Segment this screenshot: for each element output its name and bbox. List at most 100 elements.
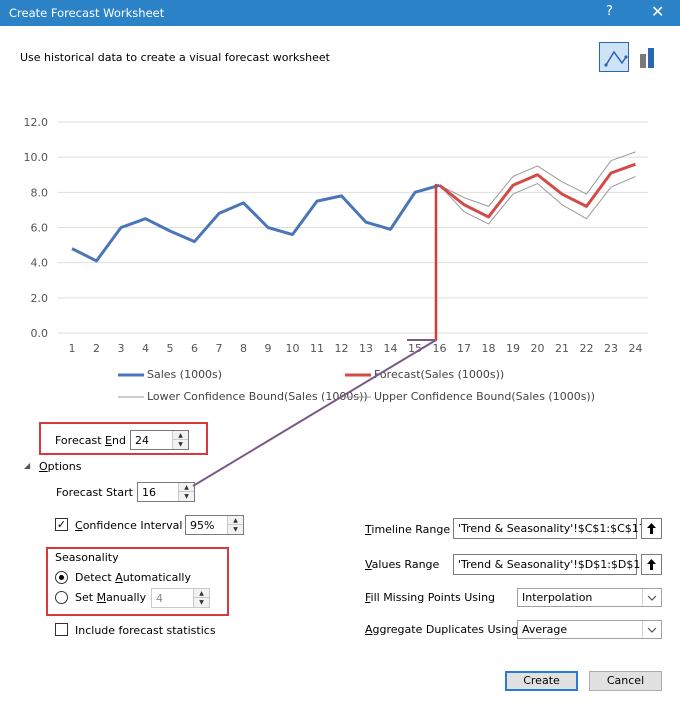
spin-down-icon[interactable]: ▼ <box>178 441 183 448</box>
confidence-interval-label: Confidence Interval <box>75 519 183 532</box>
aggregate-label: Aggregate Duplicates Using <box>365 623 519 636</box>
x-tick-label: 24 <box>629 342 643 355</box>
cancel-button[interactable]: Cancel <box>589 671 662 691</box>
title-bar: Create Forecast Worksheet ? ✕ <box>0 0 680 26</box>
legend-forecast: Forecast(Sales (1000s)) <box>374 368 505 381</box>
seasonality-title: Seasonality <box>55 551 119 564</box>
collapse-up-icon <box>647 559 656 570</box>
line-chart-button[interactable] <box>599 42 629 72</box>
values-range-collapse-button[interactable] <box>641 554 662 575</box>
close-button[interactable]: ✕ <box>651 2 665 21</box>
x-tick-label: 17 <box>457 342 471 355</box>
detect-automatically-radio[interactable] <box>55 571 68 584</box>
x-tick-label: 10 <box>286 342 300 355</box>
timeline-range-label: Timeline Range <box>365 523 451 536</box>
aggregate-select[interactable]: Average <box>517 620 662 639</box>
x-tick-label: 6 <box>191 342 198 355</box>
forecast-start-value: 16 <box>142 486 156 499</box>
forecast-chart: 12.010.08.06.04.02.00.01 2 3 4 5 6 7 8 9 10 11 12 13… <box>24 116 648 355</box>
x-tick-label: 4 <box>142 342 149 355</box>
spin-up-icon[interactable]: ▲ <box>173 431 188 440</box>
y-tick-label: 0.0 <box>31 327 49 340</box>
x-tick-label: 13 <box>359 342 373 355</box>
column-chart-button[interactable] <box>635 42 661 72</box>
help-button[interactable]: ? <box>606 4 613 19</box>
x-tick-label: 12 <box>335 342 349 355</box>
x-tick-label: 20 <box>531 342 545 355</box>
set-manually-radio[interactable] <box>55 591 68 604</box>
confidence-interval-checkbox[interactable]: ✓ <box>55 518 68 531</box>
series-line-forecast <box>438 162 637 219</box>
x-tick-label: 19 <box>506 342 520 355</box>
y-tick-label: 8.0 <box>31 186 49 199</box>
legend-swatch-upper <box>345 396 371 398</box>
season-length-stepper[interactable]: 4 ▲ ▼ <box>151 588 210 608</box>
column-chart-icon <box>640 48 654 68</box>
legend-swatch-forecast <box>345 373 371 377</box>
include-stats-label: Include forecast statistics <box>75 624 216 637</box>
forecast-start-label: Forecast Start <box>56 486 133 499</box>
x-tick-label: 7 <box>216 342 223 355</box>
timeline-range-value: 'Trend & Seasonality'!$C$1:$C$17 <box>458 522 646 535</box>
aggregate-value: Average <box>522 623 568 636</box>
fill-missing-label: Fill Missing Points Using <box>365 591 496 604</box>
chevron-down-icon <box>647 595 657 601</box>
line-chart-icon <box>604 50 628 67</box>
spin-up-icon[interactable]: ▲ <box>179 483 194 492</box>
forecast-start-stepper[interactable]: 16 ▲ ▼ <box>137 482 195 502</box>
set-manually-label: Set Manually <box>75 591 147 604</box>
x-tick-label: 22 <box>580 342 594 355</box>
fill-missing-select[interactable]: Interpolation <box>517 588 662 607</box>
values-range-value: 'Trend & Seasonality'!$D$1:$D$17 <box>458 558 648 571</box>
y-tick-label: 6.0 <box>31 222 49 235</box>
spin-down-icon[interactable]: ▼ <box>184 493 189 500</box>
x-tick-label: 3 <box>118 342 125 355</box>
legend-sales: Sales (1000s) <box>147 368 223 381</box>
create-button[interactable]: Create <box>505 671 578 691</box>
confidence-interval-value: 95% <box>190 519 215 532</box>
options-collapse-icon[interactable]: ◢ <box>24 461 31 470</box>
timeline-range-collapse-button[interactable] <box>641 518 662 539</box>
x-tick-label: 21 <box>555 342 569 355</box>
include-stats-checkbox[interactable] <box>55 623 68 636</box>
chevron-down-icon <box>647 627 657 633</box>
forecast-end-stepper[interactable]: 24 ▲ ▼ <box>130 430 189 450</box>
seasonality-highlight <box>46 547 229 616</box>
x-tick-label: 16 <box>433 342 447 355</box>
collapse-up-icon <box>647 523 656 534</box>
y-tick-label: 2.0 <box>31 292 49 305</box>
x-tick-label: 15 <box>408 342 422 355</box>
x-tick-label: 1 <box>69 342 76 355</box>
x-tick-label: 18 <box>482 342 496 355</box>
y-tick-label: 10.0 <box>24 151 49 164</box>
x-tick-label: 5 <box>167 342 174 355</box>
series-line-upper-bound <box>439 151 636 207</box>
y-tick-label: 4.0 <box>31 257 49 270</box>
y-tick-label: 12.0 <box>24 116 49 129</box>
series-line-sales <box>71 183 440 263</box>
timeline-range-input[interactable]: 'Trend & Seasonality'!$C$1:$C$17 <box>453 518 646 539</box>
x-tick-label: 2 <box>93 342 100 355</box>
series-line-lower-bound <box>439 176 636 225</box>
x-tick-label: 11 <box>310 342 324 355</box>
confidence-interval-stepper[interactable]: 95% ▲ ▼ <box>185 515 244 535</box>
legend-lower: Lower Confidence Bound(Sales (1000s)) <box>147 390 368 403</box>
legend-upper: Upper Confidence Bound(Sales (1000s)) <box>374 390 596 403</box>
detect-automatically-label: Detect Automatically <box>75 571 191 584</box>
spin-down-icon[interactable]: ▼ <box>199 599 204 606</box>
spin-up-icon[interactable]: ▲ <box>228 516 243 525</box>
x-tick-label: 23 <box>604 342 618 355</box>
x-tick-label: 9 <box>265 342 272 355</box>
fill-missing-value: Interpolation <box>522 591 593 604</box>
window-title: Create Forecast Worksheet <box>9 6 165 20</box>
spin-down-icon[interactable]: ▼ <box>233 526 238 533</box>
legend-swatch-lower <box>118 396 144 398</box>
values-range-input[interactable]: 'Trend & Seasonality'!$D$1:$D$17 <box>453 554 647 575</box>
season-length-value: 4 <box>156 592 163 605</box>
spin-up-icon[interactable]: ▲ <box>194 589 209 598</box>
options-label[interactable]: Options <box>39 460 82 473</box>
forecast-end-label: Forecast End <box>55 434 126 447</box>
legend-swatch-sales <box>118 373 144 377</box>
dialog-subtitle: Use historical data to create a visual f… <box>20 51 330 64</box>
